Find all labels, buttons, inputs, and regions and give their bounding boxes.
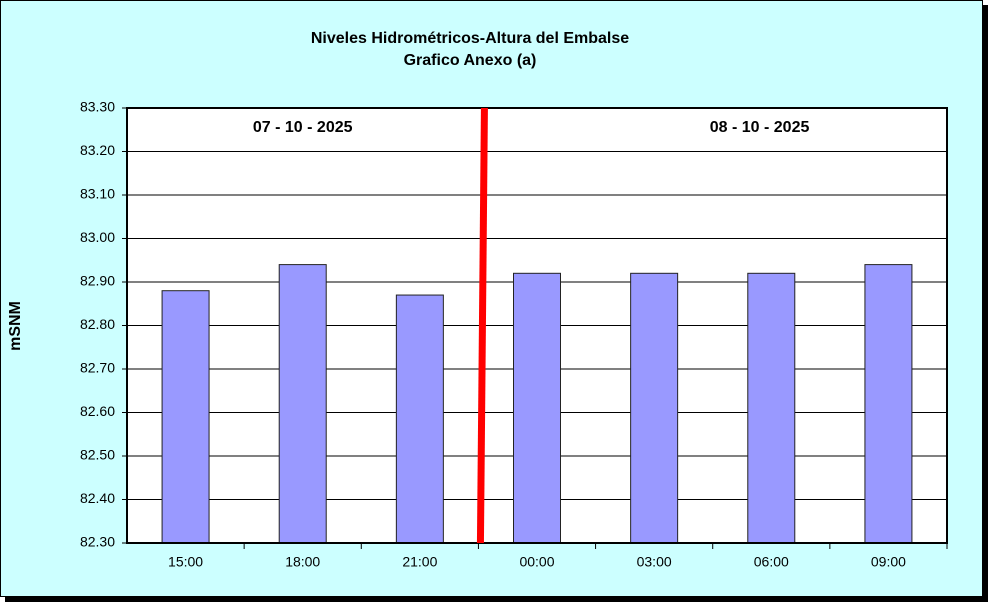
chart-subtitle: Grafico Anexo (a) bbox=[404, 52, 537, 69]
y-tick-label: 83.00 bbox=[80, 229, 115, 245]
x-tick-label: 00:00 bbox=[519, 554, 554, 570]
y-tick-label: 82.80 bbox=[80, 316, 115, 332]
x-tick-label: 06:00 bbox=[754, 554, 789, 570]
y-tick-label: 82.60 bbox=[80, 403, 115, 419]
date-annotation: 07 - 10 - 2025 bbox=[253, 119, 353, 136]
bar bbox=[864, 264, 913, 544]
y-tick-label: 83.10 bbox=[80, 186, 115, 202]
bar bbox=[513, 272, 561, 544]
y-tick-label: 82.40 bbox=[80, 490, 115, 506]
y-tick-label: 83.30 bbox=[80, 99, 115, 115]
y-tick-label: 83.20 bbox=[80, 142, 115, 158]
chart-title: Niveles Hidrométricos-Altura del Embalse bbox=[311, 30, 629, 47]
y-tick-label: 82.90 bbox=[80, 273, 115, 289]
bar bbox=[747, 272, 796, 544]
y-tick-label: 82.30 bbox=[80, 534, 115, 550]
bar bbox=[395, 294, 444, 544]
y-tick-label: 82.70 bbox=[80, 360, 115, 376]
date-annotation: 08 - 10 - 2025 bbox=[710, 119, 810, 136]
x-tick-label: 09:00 bbox=[871, 554, 906, 570]
x-tick-label: 21:00 bbox=[402, 554, 437, 570]
bar bbox=[278, 264, 327, 544]
x-tick-label: 18:00 bbox=[285, 554, 320, 570]
x-tick-label: 03:00 bbox=[637, 554, 672, 570]
bar bbox=[630, 272, 679, 544]
x-tick-label: 15:00 bbox=[168, 554, 203, 570]
bar bbox=[161, 290, 210, 544]
y-axis-label: mSNM bbox=[7, 301, 24, 351]
day-divider bbox=[476, 107, 488, 544]
plot-border bbox=[126, 107, 948, 544]
y-tick-label: 82.50 bbox=[80, 447, 115, 463]
